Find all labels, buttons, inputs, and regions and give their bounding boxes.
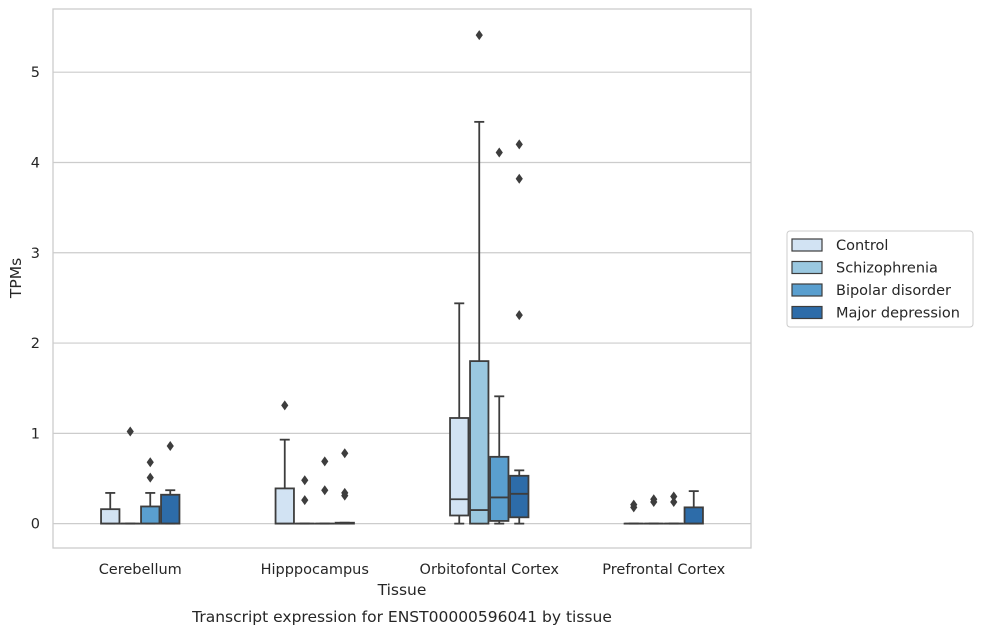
outlier-point <box>515 139 523 150</box>
box <box>489 455 510 522</box>
legend-swatch <box>791 260 823 275</box>
box <box>100 508 121 525</box>
outlier-point <box>515 173 523 184</box>
y-tick-label: 2 <box>31 336 40 352</box>
box-group <box>643 494 664 525</box>
box <box>274 487 295 525</box>
y-tick-label: 4 <box>31 155 40 171</box>
x-axis-title: Tissue <box>377 581 427 599</box>
y-tick-labels: 0 1 2 3 4 5 <box>31 65 40 532</box>
outlier-point <box>341 448 349 459</box>
outlier-point <box>281 400 289 411</box>
legend-label: Schizophrenia <box>836 261 938 277</box>
box-group <box>469 30 490 525</box>
legend-label: Major depression <box>836 306 960 322</box>
box-group <box>274 400 295 525</box>
legend: Control Schizophrenia Bipolar disorder Majo… <box>786 230 974 328</box>
box-group <box>140 457 161 525</box>
box-group <box>100 492 121 525</box>
outlier-point <box>301 495 309 506</box>
outlier-point <box>515 310 523 321</box>
legend-frame <box>786 230 974 328</box>
box-group <box>314 456 335 525</box>
box <box>160 493 181 525</box>
outlier-point <box>321 485 329 496</box>
outlier-point <box>670 496 678 507</box>
y-tick-label: 1 <box>31 426 40 442</box>
box-group <box>294 475 315 525</box>
box <box>683 506 704 525</box>
box-group <box>120 426 141 525</box>
legend-label: Control <box>836 238 888 254</box>
box-group <box>160 440 181 525</box>
outlier-point <box>495 147 503 158</box>
outlier-point <box>321 456 329 467</box>
outlier-point <box>670 491 678 502</box>
box-group <box>449 302 470 525</box>
chart-caption: Transcript expression for ENST0000059604… <box>191 608 612 626</box>
legend-swatch <box>791 283 823 297</box>
y-tick-label: 5 <box>31 65 40 81</box>
box-group <box>334 448 355 525</box>
legend-swatch <box>791 305 823 320</box>
outlier-point <box>146 457 154 468</box>
x-tick-label: Orbitofontal Cortex <box>420 562 560 578</box>
x-tick-label: Hipppocampus <box>261 562 369 578</box>
legend-label: Bipolar disorder <box>836 283 951 299</box>
legend-swatch <box>791 238 823 252</box>
plot-frame <box>52 8 752 549</box>
outlier-point <box>475 30 483 41</box>
outlier-point <box>650 494 658 505</box>
box-group <box>623 499 644 525</box>
outlier-point <box>341 487 349 498</box>
box <box>449 417 470 517</box>
outlier-point <box>630 499 638 510</box>
box-group <box>489 147 510 525</box>
outlier-point <box>166 440 174 451</box>
y-axis-title: TPMs <box>7 258 25 299</box>
y-tick-label: 3 <box>31 246 40 262</box>
x-tick-label: Prefrontal Cortex <box>602 562 725 578</box>
plot-boxes <box>100 30 704 525</box>
box <box>469 360 490 525</box>
outlier-point <box>126 426 134 437</box>
x-tick-label: Cerebellum <box>99 562 182 578</box>
box-group <box>663 491 684 525</box>
outlier-point <box>301 475 309 486</box>
box-group <box>683 490 704 525</box>
outlier-point <box>146 472 154 483</box>
grid-lines <box>53 71 751 525</box>
box-group <box>509 139 530 525</box>
box <box>140 505 161 525</box>
x-tick-labels: Cerebellum Hipppocampus Orbitofontal Corte… <box>99 562 726 578</box>
y-tick-label: 0 <box>31 517 40 533</box>
box <box>509 474 530 519</box>
